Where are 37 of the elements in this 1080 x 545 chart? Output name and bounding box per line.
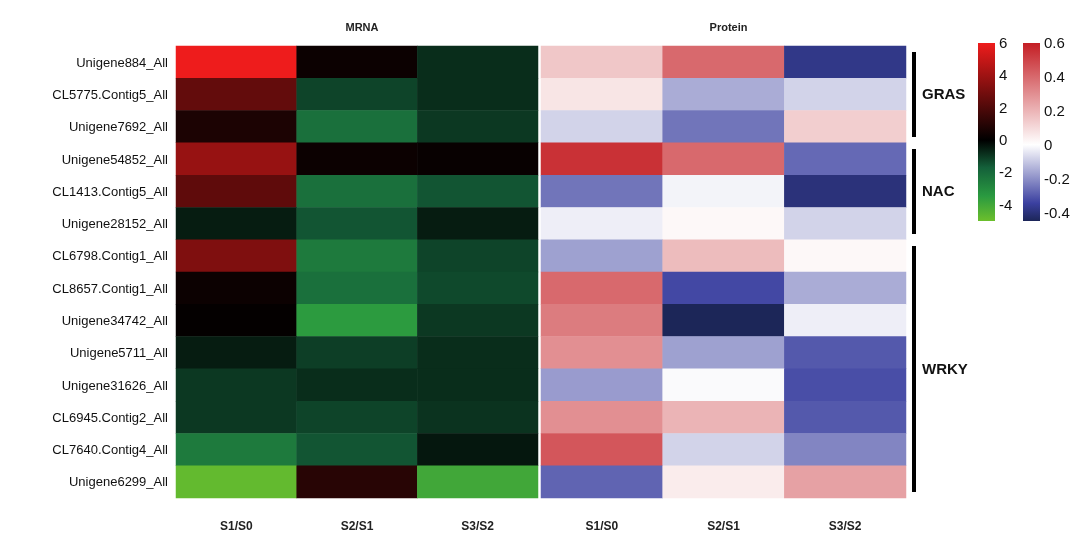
chart-title: MRNA [345,20,379,33]
x-tick-label: S1/S0 [219,519,253,533]
text: GRAS [922,85,966,103]
y-tick-label: Unigene884_All [76,54,169,70]
color-bar-label: 6 [999,34,1008,52]
chart-title: Protein [709,20,748,33]
y-tick-label: Unigene5711_All [69,345,169,361]
text: NAC [922,182,955,200]
y-tick-label: CL6798.Contig1_All [52,248,169,264]
y-tick-label: CL8657.Contig1_All [52,280,169,296]
y-tick-label: Unigene31626_All [61,377,169,393]
y-tick-label: Unigene34742_All [61,312,169,328]
color-bar-label: -4 [999,195,1013,214]
y-tick-label: CL1413.Contig5_All [52,183,169,199]
text: WRKY [922,359,968,377]
color-bar-label: -0.4 [1044,203,1070,222]
color-bar-label: -0.2 [1044,169,1070,188]
y-tick-label: Unigene6299_All [68,474,169,490]
color-bar-label: 0.6 [1044,34,1065,52]
y-tick-label: Unigene54852_All [61,151,169,167]
y-tick-label: CL7640.Contig4_All [52,442,169,458]
color-bar-label: 0 [999,131,1008,150]
x-tick-label: S3/S2 [828,519,862,533]
x-tick-label: S2/S1 [707,519,741,533]
color-bar-label: 4 [999,66,1008,85]
color-bar-label: -2 [999,163,1013,182]
color-bar-label: 0.4 [1044,67,1065,86]
y-tick-label: CL5775.Contig5_All [52,86,169,102]
color-bar-label: 0 [1044,135,1053,154]
x-tick-label: S1/S0 [585,519,619,533]
color-bar-label: 2 [999,98,1008,117]
y-tick-label: Unigene7692_All [68,119,169,135]
x-tick-label: S2/S1 [340,519,374,533]
y-tick-label: Unigene28152_All [61,216,169,232]
color-bar-label: 0.2 [1044,101,1065,120]
x-tick-label: S3/S2 [461,519,495,533]
y-tick-label: CL6945.Contig2_All [52,409,169,425]
